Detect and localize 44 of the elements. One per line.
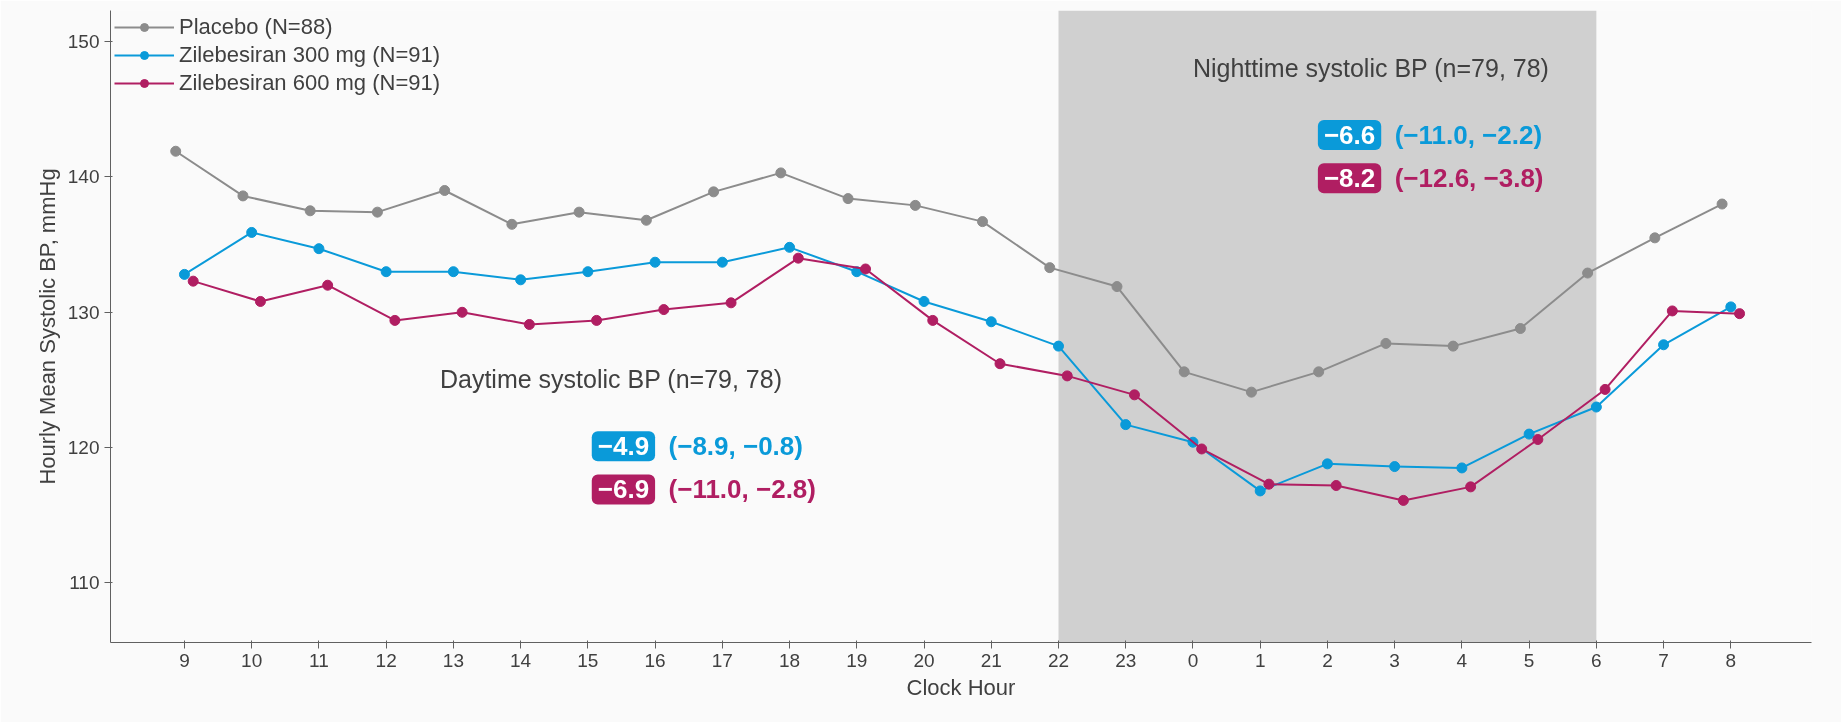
y-axis-title: Hourly Mean Systolic BP, mmHg bbox=[34, 168, 60, 485]
x-tick-label: 16 bbox=[644, 649, 666, 671]
annotation: −6.6 bbox=[1323, 119, 1376, 150]
x-tick-label: 12 bbox=[375, 649, 397, 671]
x-tick-label: 7 bbox=[1658, 649, 1669, 671]
y-tick-label: 130 bbox=[67, 301, 100, 323]
annotation: Nighttime systolic BP (n=79, 78) bbox=[1192, 54, 1549, 83]
x-tick-label: 10 bbox=[241, 649, 263, 671]
annotation: (−8.9, −0.8) bbox=[668, 431, 803, 462]
x-tick-label: 22 bbox=[1047, 649, 1070, 671]
x-tick-label: 9 bbox=[179, 649, 190, 671]
x-tick-label: 11 bbox=[309, 649, 329, 671]
annotation: Daytime systolic BP (n=79, 78) bbox=[439, 365, 782, 394]
x-tick-label: 6 bbox=[1591, 649, 1602, 671]
x-tick-label: 0 bbox=[1187, 649, 1199, 671]
legend-label: Placebo (N=88) bbox=[179, 14, 333, 40]
y-tick-label: 140 bbox=[67, 166, 100, 188]
annotation: (−11.0, −2.8) bbox=[668, 474, 816, 505]
x-tick-label: 17 bbox=[711, 649, 733, 671]
x-tick-label: 4 bbox=[1456, 649, 1468, 671]
x-tick-label: 3 bbox=[1389, 649, 1400, 671]
x-tick-label: 1 bbox=[1254, 649, 1266, 671]
y-tick-label: 110 bbox=[69, 572, 100, 594]
y-tick-label: 150 bbox=[67, 31, 100, 53]
x-tick-label: 19 bbox=[846, 649, 868, 671]
x-tick-label: 5 bbox=[1523, 649, 1535, 671]
x-tick-label: 21 bbox=[980, 649, 1002, 671]
annotation: −6.9 bbox=[597, 474, 650, 505]
x-tick-label: 15 bbox=[577, 649, 599, 671]
x-tick-label: 13 bbox=[442, 649, 464, 671]
y-tick-label: 120 bbox=[67, 437, 100, 459]
annotation: −4.9 bbox=[597, 431, 650, 462]
x-tick-label: 8 bbox=[1725, 649, 1737, 671]
x-tick-label: 23 bbox=[1115, 649, 1137, 671]
legend-label: Zilebesiran 300 mg (N=91) bbox=[179, 42, 441, 68]
annotation: −8.2 bbox=[1323, 163, 1376, 194]
legend-label: Zilebesiran 600 mg (N=91) bbox=[179, 70, 441, 96]
x-tick-label: 14 bbox=[510, 649, 532, 671]
annotation: (−12.6, −3.8) bbox=[1394, 163, 1544, 194]
annotation: (−11.0, −2.2) bbox=[1394, 119, 1543, 150]
x-tick-label: 2 bbox=[1322, 649, 1333, 671]
x-tick-label: 20 bbox=[913, 649, 935, 671]
x-axis-title: Clock Hour bbox=[906, 674, 1016, 700]
x-tick-label: 18 bbox=[778, 649, 801, 671]
